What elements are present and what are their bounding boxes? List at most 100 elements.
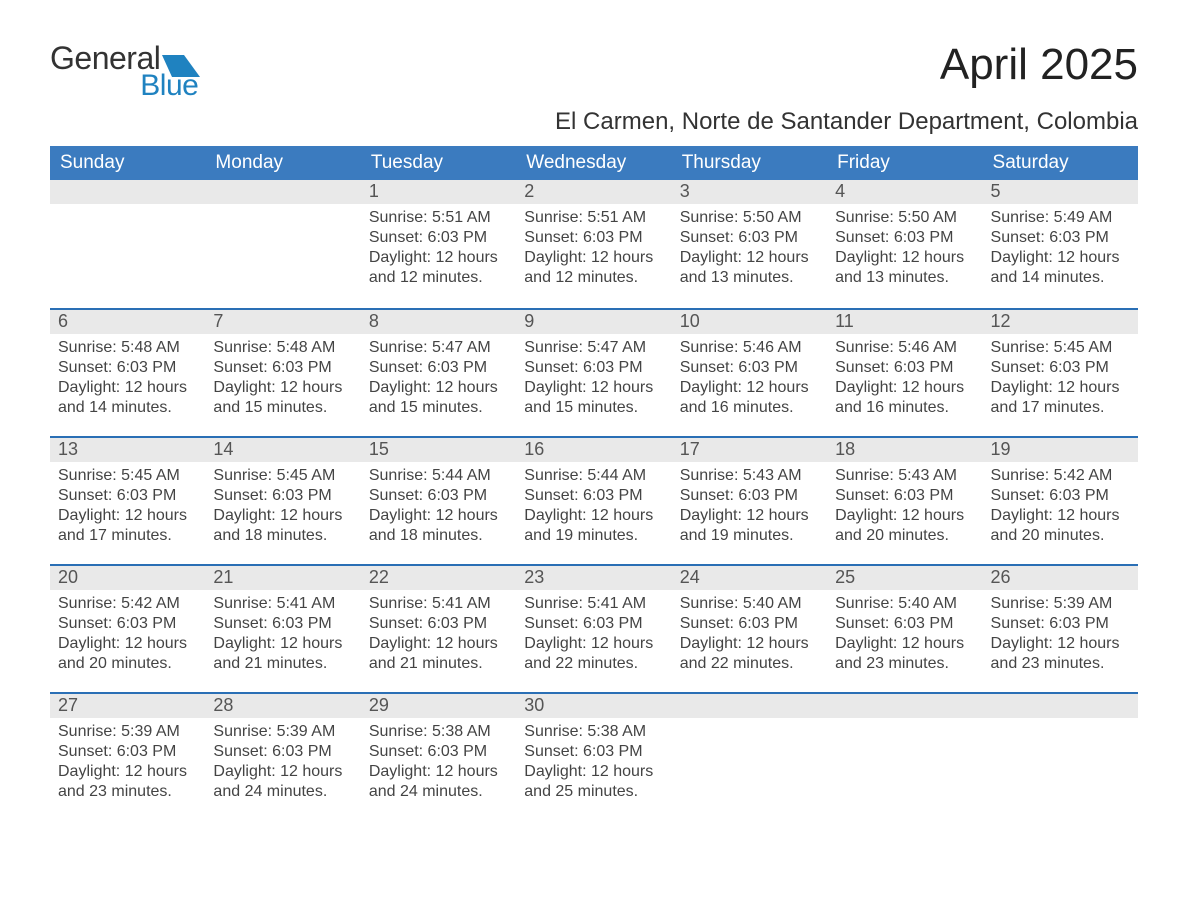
sunrise-text: Sunrise: 5:43 AM bbox=[680, 466, 819, 486]
day-body bbox=[672, 718, 827, 736]
calendar-day: 22Sunrise: 5:41 AMSunset: 6:03 PMDayligh… bbox=[361, 566, 516, 692]
daylight-text: Daylight: 12 hours and 19 minutes. bbox=[680, 506, 819, 546]
day-number: 10 bbox=[672, 310, 827, 334]
daylight-text: Daylight: 12 hours and 20 minutes. bbox=[991, 506, 1130, 546]
day-number: 15 bbox=[361, 438, 516, 462]
day-body: Sunrise: 5:39 AMSunset: 6:03 PMDaylight:… bbox=[50, 718, 205, 816]
sunset-text: Sunset: 6:03 PM bbox=[369, 228, 508, 248]
sunset-text: Sunset: 6:03 PM bbox=[213, 742, 352, 762]
sunrise-text: Sunrise: 5:46 AM bbox=[680, 338, 819, 358]
calendar-day: 27Sunrise: 5:39 AMSunset: 6:03 PMDayligh… bbox=[50, 694, 205, 820]
daylight-text: Daylight: 12 hours and 18 minutes. bbox=[213, 506, 352, 546]
daylight-text: Daylight: 12 hours and 17 minutes. bbox=[991, 378, 1130, 418]
day-number: 14 bbox=[205, 438, 360, 462]
day-body: Sunrise: 5:41 AMSunset: 6:03 PMDaylight:… bbox=[205, 590, 360, 688]
sunset-text: Sunset: 6:03 PM bbox=[213, 358, 352, 378]
sunrise-text: Sunrise: 5:39 AM bbox=[58, 722, 197, 742]
day-body: Sunrise: 5:47 AMSunset: 6:03 PMDaylight:… bbox=[361, 334, 516, 432]
daylight-text: Daylight: 12 hours and 12 minutes. bbox=[524, 248, 663, 288]
day-number: 5 bbox=[983, 180, 1138, 204]
day-number: 28 bbox=[205, 694, 360, 718]
daylight-text: Daylight: 12 hours and 22 minutes. bbox=[524, 634, 663, 674]
sunrise-text: Sunrise: 5:46 AM bbox=[835, 338, 974, 358]
daylight-text: Daylight: 12 hours and 19 minutes. bbox=[524, 506, 663, 546]
calendar-day: 14Sunrise: 5:45 AMSunset: 6:03 PMDayligh… bbox=[205, 438, 360, 564]
day-body: Sunrise: 5:44 AMSunset: 6:03 PMDaylight:… bbox=[361, 462, 516, 560]
daylight-text: Daylight: 12 hours and 21 minutes. bbox=[213, 634, 352, 674]
sunrise-text: Sunrise: 5:42 AM bbox=[991, 466, 1130, 486]
sunset-text: Sunset: 6:03 PM bbox=[58, 486, 197, 506]
day-body: Sunrise: 5:40 AMSunset: 6:03 PMDaylight:… bbox=[672, 590, 827, 688]
sunrise-text: Sunrise: 5:39 AM bbox=[991, 594, 1130, 614]
sunrise-text: Sunrise: 5:45 AM bbox=[58, 466, 197, 486]
location-subtitle: El Carmen, Norte de Santander Department… bbox=[555, 108, 1138, 136]
dow-saturday: Saturday bbox=[983, 146, 1138, 180]
sunset-text: Sunset: 6:03 PM bbox=[524, 358, 663, 378]
sunrise-text: Sunrise: 5:43 AM bbox=[835, 466, 974, 486]
calendar-day: 29Sunrise: 5:38 AMSunset: 6:03 PMDayligh… bbox=[361, 694, 516, 820]
day-of-week-header: Sunday Monday Tuesday Wednesday Thursday… bbox=[50, 146, 1138, 180]
day-number: 6 bbox=[50, 310, 205, 334]
day-number: 9 bbox=[516, 310, 671, 334]
day-body: Sunrise: 5:45 AMSunset: 6:03 PMDaylight:… bbox=[50, 462, 205, 560]
calendar-day: 21Sunrise: 5:41 AMSunset: 6:03 PMDayligh… bbox=[205, 566, 360, 692]
day-body: Sunrise: 5:50 AMSunset: 6:03 PMDaylight:… bbox=[827, 204, 982, 302]
sunset-text: Sunset: 6:03 PM bbox=[524, 742, 663, 762]
calendar-day bbox=[672, 694, 827, 820]
day-number: 25 bbox=[827, 566, 982, 590]
day-number: 11 bbox=[827, 310, 982, 334]
header: General Blue April 2025 El Carmen, Norte… bbox=[50, 40, 1138, 136]
day-number: 17 bbox=[672, 438, 827, 462]
calendar-day: 20Sunrise: 5:42 AMSunset: 6:03 PMDayligh… bbox=[50, 566, 205, 692]
calendar-day: 26Sunrise: 5:39 AMSunset: 6:03 PMDayligh… bbox=[983, 566, 1138, 692]
daylight-text: Daylight: 12 hours and 15 minutes. bbox=[213, 378, 352, 418]
day-number bbox=[50, 180, 205, 204]
day-body: Sunrise: 5:42 AMSunset: 6:03 PMDaylight:… bbox=[983, 462, 1138, 560]
day-body: Sunrise: 5:43 AMSunset: 6:03 PMDaylight:… bbox=[672, 462, 827, 560]
sunrise-text: Sunrise: 5:47 AM bbox=[524, 338, 663, 358]
calendar-day: 8Sunrise: 5:47 AMSunset: 6:03 PMDaylight… bbox=[361, 310, 516, 436]
day-number: 21 bbox=[205, 566, 360, 590]
calendar-page: General Blue April 2025 El Carmen, Norte… bbox=[0, 0, 1188, 860]
day-body: Sunrise: 5:44 AMSunset: 6:03 PMDaylight:… bbox=[516, 462, 671, 560]
day-number bbox=[983, 694, 1138, 718]
day-body bbox=[983, 718, 1138, 736]
sunset-text: Sunset: 6:03 PM bbox=[58, 358, 197, 378]
day-number: 27 bbox=[50, 694, 205, 718]
sunrise-text: Sunrise: 5:44 AM bbox=[369, 466, 508, 486]
calendar-grid: Sunday Monday Tuesday Wednesday Thursday… bbox=[50, 146, 1138, 820]
day-body: Sunrise: 5:45 AMSunset: 6:03 PMDaylight:… bbox=[983, 334, 1138, 432]
sunrise-text: Sunrise: 5:39 AM bbox=[213, 722, 352, 742]
sunset-text: Sunset: 6:03 PM bbox=[991, 358, 1130, 378]
day-body: Sunrise: 5:39 AMSunset: 6:03 PMDaylight:… bbox=[205, 718, 360, 816]
day-body: Sunrise: 5:38 AMSunset: 6:03 PMDaylight:… bbox=[361, 718, 516, 816]
day-number: 18 bbox=[827, 438, 982, 462]
day-number: 20 bbox=[50, 566, 205, 590]
daylight-text: Daylight: 12 hours and 14 minutes. bbox=[991, 248, 1130, 288]
sunrise-text: Sunrise: 5:47 AM bbox=[369, 338, 508, 358]
calendar-day: 12Sunrise: 5:45 AMSunset: 6:03 PMDayligh… bbox=[983, 310, 1138, 436]
daylight-text: Daylight: 12 hours and 18 minutes. bbox=[369, 506, 508, 546]
sunrise-text: Sunrise: 5:42 AM bbox=[58, 594, 197, 614]
daylight-text: Daylight: 12 hours and 12 minutes. bbox=[369, 248, 508, 288]
sunrise-text: Sunrise: 5:45 AM bbox=[991, 338, 1130, 358]
day-body bbox=[827, 718, 982, 736]
day-number: 23 bbox=[516, 566, 671, 590]
sunset-text: Sunset: 6:03 PM bbox=[58, 614, 197, 634]
day-body: Sunrise: 5:48 AMSunset: 6:03 PMDaylight:… bbox=[50, 334, 205, 432]
day-number bbox=[205, 180, 360, 204]
day-body: Sunrise: 5:51 AMSunset: 6:03 PMDaylight:… bbox=[361, 204, 516, 302]
sunset-text: Sunset: 6:03 PM bbox=[680, 228, 819, 248]
logo-word-blue: Blue bbox=[140, 69, 200, 103]
day-body: Sunrise: 5:38 AMSunset: 6:03 PMDaylight:… bbox=[516, 718, 671, 816]
sunset-text: Sunset: 6:03 PM bbox=[835, 228, 974, 248]
sunset-text: Sunset: 6:03 PM bbox=[991, 614, 1130, 634]
dow-monday: Monday bbox=[205, 146, 360, 180]
day-number: 1 bbox=[361, 180, 516, 204]
day-number: 22 bbox=[361, 566, 516, 590]
day-body: Sunrise: 5:40 AMSunset: 6:03 PMDaylight:… bbox=[827, 590, 982, 688]
calendar-day: 18Sunrise: 5:43 AMSunset: 6:03 PMDayligh… bbox=[827, 438, 982, 564]
day-number: 16 bbox=[516, 438, 671, 462]
calendar-day: 2Sunrise: 5:51 AMSunset: 6:03 PMDaylight… bbox=[516, 180, 671, 308]
day-body: Sunrise: 5:42 AMSunset: 6:03 PMDaylight:… bbox=[50, 590, 205, 688]
